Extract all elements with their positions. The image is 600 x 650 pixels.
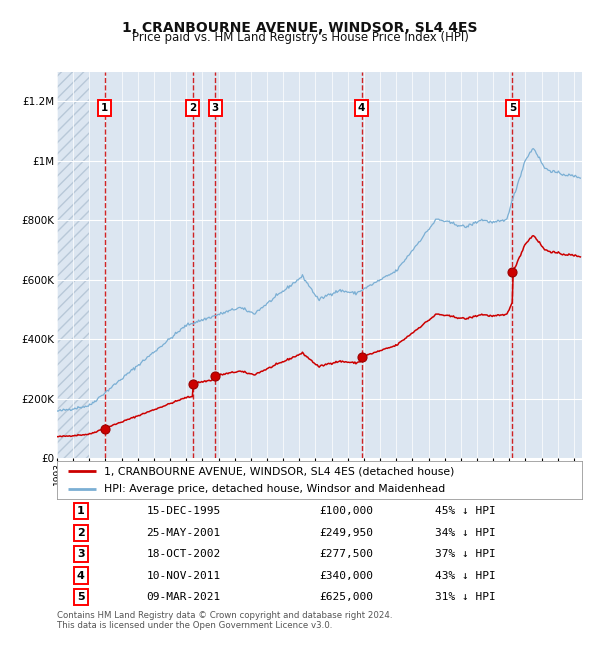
Text: HPI: Average price, detached house, Windsor and Maidenhead: HPI: Average price, detached house, Wind… xyxy=(104,484,445,494)
Text: £625,000: £625,000 xyxy=(320,592,373,602)
Text: 1, CRANBOURNE AVENUE, WINDSOR, SL4 4ES: 1, CRANBOURNE AVENUE, WINDSOR, SL4 4ES xyxy=(122,21,478,35)
Text: 4: 4 xyxy=(358,103,365,113)
Text: 37% ↓ HPI: 37% ↓ HPI xyxy=(435,549,496,559)
Text: 1: 1 xyxy=(77,506,85,516)
Text: 09-MAR-2021: 09-MAR-2021 xyxy=(146,592,221,602)
Text: 34% ↓ HPI: 34% ↓ HPI xyxy=(435,528,496,538)
Text: £340,000: £340,000 xyxy=(320,571,373,580)
Bar xyxy=(57,72,89,458)
Text: 5: 5 xyxy=(509,103,516,113)
Text: 3: 3 xyxy=(212,103,219,113)
Text: Contains HM Land Registry data © Crown copyright and database right 2024.
This d: Contains HM Land Registry data © Crown c… xyxy=(57,611,392,630)
Text: 1: 1 xyxy=(101,103,109,113)
Text: £277,500: £277,500 xyxy=(320,549,373,559)
Text: 2: 2 xyxy=(77,528,85,538)
Text: 31% ↓ HPI: 31% ↓ HPI xyxy=(435,592,496,602)
Text: 4: 4 xyxy=(77,571,85,580)
Text: 10-NOV-2011: 10-NOV-2011 xyxy=(146,571,221,580)
Text: 43% ↓ HPI: 43% ↓ HPI xyxy=(435,571,496,580)
Text: 5: 5 xyxy=(77,592,85,602)
Text: 1, CRANBOURNE AVENUE, WINDSOR, SL4 4ES (detached house): 1, CRANBOURNE AVENUE, WINDSOR, SL4 4ES (… xyxy=(104,467,455,476)
Text: Price paid vs. HM Land Registry's House Price Index (HPI): Price paid vs. HM Land Registry's House … xyxy=(131,31,469,44)
Text: 15-DEC-1995: 15-DEC-1995 xyxy=(146,506,221,516)
Text: £100,000: £100,000 xyxy=(320,506,373,516)
Text: 45% ↓ HPI: 45% ↓ HPI xyxy=(435,506,496,516)
Text: £249,950: £249,950 xyxy=(320,528,373,538)
Text: 25-MAY-2001: 25-MAY-2001 xyxy=(146,528,221,538)
Text: 2: 2 xyxy=(189,103,196,113)
Text: 18-OCT-2002: 18-OCT-2002 xyxy=(146,549,221,559)
Text: 3: 3 xyxy=(77,549,85,559)
